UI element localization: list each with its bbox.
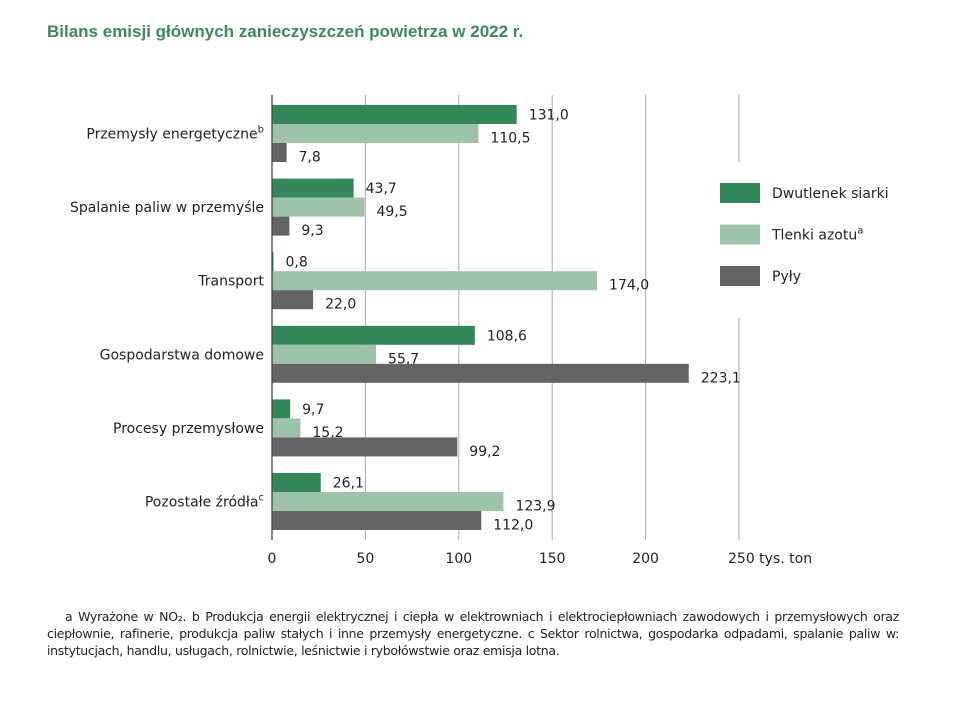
bar [272,252,274,272]
x-tick-label: 200 [632,551,659,567]
bar [272,124,479,143]
legend-swatch [720,183,760,203]
footnote: a Wyrażone w NO₂. b Produkcja energii el… [47,609,899,658]
x-tick-label: 150 [539,551,566,567]
x-tick-label: 250 tys. ton [728,551,812,567]
data-label: 15,2 [312,425,343,441]
data-label: 7,8 [299,150,321,166]
bar [272,511,482,530]
bar [272,363,689,383]
bar [272,418,301,438]
legend-label: Tlenki azotua [771,226,863,244]
bar [272,325,475,345]
bar [272,197,365,217]
data-label: 131,0 [529,108,569,124]
category-label: Procesy przemysłowe [113,421,264,437]
bar [272,178,354,198]
x-tick-label: 0 [268,551,277,567]
category-label: Przemysły energetyczneb [86,125,264,143]
bar [272,437,458,457]
legend-swatch [720,224,760,245]
data-label: 55,7 [388,351,419,367]
legend-swatch [720,266,760,286]
x-tick-label: 100 [445,551,472,567]
bar [272,105,517,124]
data-label: 123,9 [515,499,555,515]
legend-label: Pyły [772,269,801,285]
category-label: Gospodarstwa domowe [100,347,264,363]
data-label: 108,6 [487,328,527,344]
bar [272,473,321,492]
bar [272,492,504,511]
data-label: 99,2 [469,444,500,460]
category-label: Transport [197,274,264,290]
data-label: 112,0 [493,518,533,534]
data-label: 43,7 [366,181,397,197]
data-label: 223,1 [701,370,741,386]
category-label: Pozostałe źródłac [145,493,264,511]
chart-title: Bilans emisji głównych zanieczyszczeń po… [47,22,524,41]
data-label: 49,5 [376,204,407,220]
data-label: 22,0 [325,297,356,313]
data-label: 174,0 [609,278,649,294]
data-label: 9,7 [302,402,324,418]
data-label: 0,8 [285,255,307,271]
bar [272,216,290,236]
bar [272,271,598,291]
bar [272,399,291,419]
legend-label: Dwutlenek siarki [772,186,889,202]
data-label: 110,5 [490,131,530,147]
data-label: 9,3 [301,223,323,239]
bar [272,290,314,310]
x-tick-label: 50 [356,551,374,567]
data-label: 26,1 [333,476,364,492]
bar-chart: Przemysły energetyczneb 131,0 110,5 7,8 Spal… [70,95,889,567]
bar [272,344,377,364]
category-label: Spalanie paliw w przemyśle [70,200,264,216]
bar [272,143,287,162]
